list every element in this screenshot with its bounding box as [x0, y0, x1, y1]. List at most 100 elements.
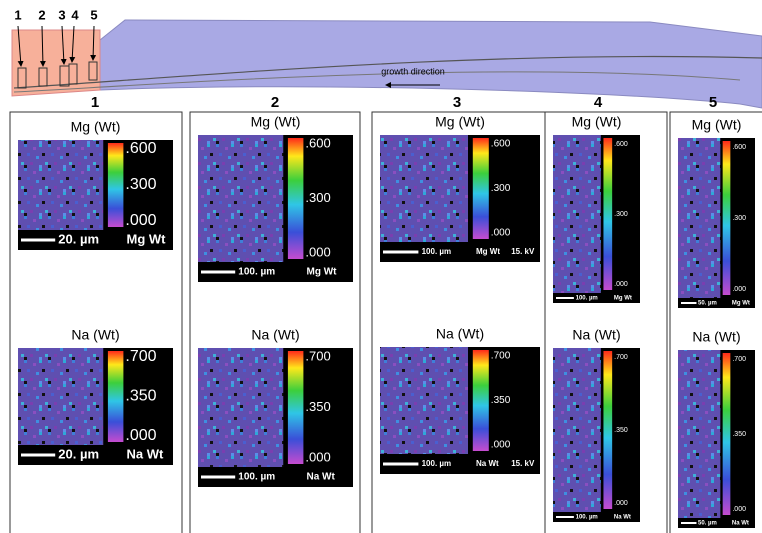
colorbar [603, 138, 613, 290]
element-label: Na Wt [476, 459, 499, 468]
element-label: Na Wt [307, 472, 336, 483]
marker-box [17, 67, 27, 89]
colorbar-tick: .000 [732, 286, 746, 293]
panel-title: 1 [91, 94, 99, 111]
element-label: Mg Wt [127, 231, 167, 246]
colorbar-tick: .300 [614, 211, 628, 218]
element-map [678, 350, 721, 518]
panel-frame [669, 111, 762, 533]
colorbar-tick: .000 [305, 244, 330, 259]
marker-label: 2 [38, 7, 45, 22]
colorbar-tick: .300 [491, 183, 511, 194]
element-map [553, 135, 601, 293]
colorbar [722, 353, 731, 515]
map-label: Na (Wt) [692, 329, 740, 345]
colorbar-tick: .350 [305, 399, 330, 414]
element-label: Mg Wt [614, 296, 632, 302]
marker-box [68, 63, 78, 85]
element-label: Mg Wt [307, 267, 338, 278]
marker-box [88, 61, 98, 81]
colorbar [107, 143, 124, 227]
map-label: Mg (Wt) [692, 117, 742, 133]
scale-bar-label: 100. µm [422, 459, 452, 468]
element-map [380, 347, 468, 454]
colorbar-tick: .000 [732, 506, 746, 513]
marker-arrow [69, 25, 76, 63]
panel-frame [189, 111, 361, 533]
colorbar-tick: .000 [125, 212, 156, 229]
shell-region [11, 29, 101, 97]
map-label: Mg (Wt) [572, 114, 622, 130]
arrow-label: growth direction [381, 66, 445, 76]
colorbar-tick: .000 [491, 228, 511, 239]
element-label: Na Wt [614, 515, 631, 521]
marker-labels: 1 2 3 4 5 [14, 7, 97, 22]
map-label: Mg (Wt) [71, 119, 121, 135]
scale-bar-label: 100. µm [422, 247, 452, 256]
marker-arrow [17, 25, 24, 67]
panel-title: 4 [594, 94, 603, 111]
scale-bar-label: 50. µm [698, 301, 717, 307]
scale-bar-label: 100. µm [238, 267, 275, 278]
colorbar [287, 351, 304, 464]
colorbar-tick: .350 [125, 388, 156, 405]
colorbar [472, 138, 489, 239]
marker-arrow [39, 25, 46, 67]
colorbar-tick: .600 [732, 144, 746, 151]
map-label: Na (Wt) [572, 327, 620, 343]
colorbar-tick: .000 [491, 440, 511, 451]
scale-bar-label: 20. µm [58, 446, 99, 461]
map-label: Mg (Wt) [435, 114, 485, 130]
colorbar [287, 138, 304, 259]
marker-label: 4 [71, 7, 79, 22]
element-label: Mg Wt [476, 247, 500, 256]
colorbar-tick: .000 [125, 427, 156, 444]
panel-title: 3 [453, 94, 461, 111]
colorbar-tick: .000 [614, 500, 628, 507]
colorbar-tick: .600 [491, 139, 511, 150]
panel-title: 2 [271, 94, 279, 111]
colorbar-tick: .700 [491, 351, 511, 362]
marker-arrows [17, 25, 97, 67]
element-map [678, 138, 721, 298]
marker-arrow [90, 25, 97, 61]
scale-bar-label: 50. µm [698, 521, 717, 527]
growth-line [13, 71, 741, 93]
voltage-label: 15. kV [511, 247, 535, 256]
map-label: Na (Wt) [251, 327, 299, 343]
colorbar [603, 351, 613, 509]
colorbar-tick: .700 [614, 354, 628, 361]
marker-label: 3 [58, 7, 65, 22]
voltage-label: 15. kV [511, 459, 535, 468]
shell [99, 19, 762, 109]
element-map [553, 348, 601, 512]
map-label: Mg (Wt) [251, 114, 301, 130]
colorbar-tick: .600 [125, 140, 156, 157]
scale-bar-label: 100. µm [576, 515, 598, 521]
map-label: Na (Wt) [436, 326, 484, 342]
colorbar-tick: .350 [732, 431, 746, 438]
colorbar-tick: .000 [614, 281, 628, 288]
marker-boxes [17, 61, 98, 89]
colorbar-tick: .600 [614, 141, 628, 148]
element-map [380, 135, 468, 242]
marker-label: 1 [14, 7, 21, 22]
panel-frame [544, 111, 668, 533]
colorbar-tick: .600 [305, 135, 330, 150]
colorbar-tick: .700 [305, 348, 330, 363]
element-map [18, 348, 104, 445]
growth-line [13, 55, 762, 89]
map-label: Na (Wt) [71, 327, 119, 343]
colorbar-tick: .350 [491, 395, 511, 406]
colorbar-tick: .700 [125, 348, 156, 365]
colorbar-tick: .300 [305, 190, 330, 205]
element-map [198, 348, 284, 467]
marker-label: 5 [90, 7, 97, 22]
marker-arrow [60, 25, 67, 65]
element-label: Na Wt [732, 521, 749, 527]
element-label: Mg Wt [732, 301, 750, 307]
scale-bar-label: 100. µm [238, 472, 275, 483]
scale-bar-label: 20. µm [58, 231, 99, 246]
colorbar-tick: .350 [614, 427, 628, 434]
